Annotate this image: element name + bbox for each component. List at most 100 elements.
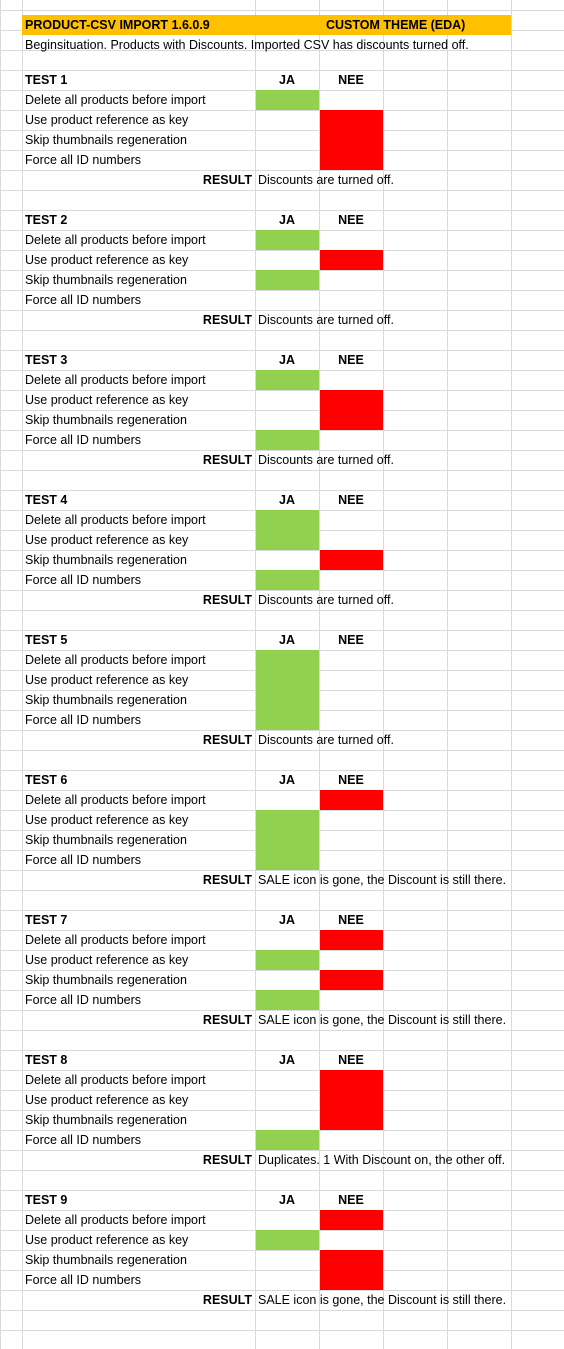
option-label[interactable]: Delete all products before import (25, 1213, 206, 1227)
column-nee-header[interactable]: NEE (338, 1193, 364, 1207)
column-ja-header[interactable]: JA (279, 73, 295, 87)
option-label[interactable]: Use product reference as key (25, 253, 189, 267)
column-nee-header[interactable]: NEE (338, 73, 364, 87)
column-nee-header[interactable]: NEE (338, 353, 364, 367)
column-nee-header[interactable]: NEE (338, 213, 364, 227)
result-value[interactable]: Duplicates. 1 With Discount on, the othe… (258, 1153, 506, 1167)
ja-marker[interactable] (256, 710, 319, 730)
option-label[interactable]: Delete all products before import (25, 1073, 206, 1087)
ja-marker[interactable] (256, 1230, 319, 1250)
result-label[interactable]: RESULT (202, 453, 252, 467)
ja-marker[interactable] (256, 530, 319, 550)
ja-marker[interactable] (256, 570, 319, 590)
test-title[interactable]: TEST 5 (25, 633, 68, 647)
option-label[interactable]: Delete all products before import (25, 933, 206, 947)
ja-marker[interactable] (256, 270, 319, 290)
option-label[interactable]: Delete all products before import (25, 653, 206, 667)
ja-marker[interactable] (256, 650, 319, 670)
option-label[interactable]: Use product reference as key (25, 813, 189, 827)
test-title[interactable]: TEST 8 (25, 1053, 68, 1067)
test-title[interactable]: TEST 9 (25, 1193, 68, 1207)
result-label[interactable]: RESULT (202, 1013, 252, 1027)
column-nee-header[interactable]: NEE (338, 773, 364, 787)
nee-marker[interactable] (320, 1070, 383, 1090)
ja-marker[interactable] (256, 690, 319, 710)
result-value[interactable]: SALE icon is gone, the Discount is still… (258, 873, 507, 887)
ja-marker[interactable] (256, 1130, 319, 1150)
nee-marker[interactable] (320, 150, 383, 170)
option-label[interactable]: Force all ID numbers (25, 573, 142, 587)
ja-marker[interactable] (256, 850, 319, 870)
option-label[interactable]: Skip thumbnails regeneration (25, 973, 187, 987)
option-label[interactable]: Use product reference as key (25, 393, 189, 407)
option-label[interactable]: Use product reference as key (25, 1093, 189, 1107)
column-nee-header[interactable]: NEE (338, 633, 364, 647)
result-label[interactable]: RESULT (202, 173, 252, 187)
test-title[interactable]: TEST 6 (25, 773, 68, 787)
column-ja-header[interactable]: JA (279, 493, 295, 507)
option-label[interactable]: Use product reference as key (25, 953, 189, 967)
column-ja-header[interactable]: JA (279, 773, 295, 787)
option-label[interactable]: Use product reference as key (25, 1233, 189, 1247)
column-ja-header[interactable]: JA (279, 353, 295, 367)
column-nee-header[interactable]: NEE (338, 1053, 364, 1067)
column-ja-header[interactable]: JA (279, 1193, 295, 1207)
result-value[interactable]: Discounts are turned off. (258, 313, 394, 327)
nee-marker[interactable] (320, 390, 383, 410)
option-label[interactable]: Delete all products before import (25, 93, 206, 107)
column-nee-header[interactable]: NEE (338, 493, 364, 507)
option-label[interactable]: Skip thumbnails regeneration (25, 413, 187, 427)
result-value[interactable]: Discounts are turned off. (258, 173, 394, 187)
nee-marker[interactable] (320, 110, 383, 130)
test-title[interactable]: TEST 2 (25, 213, 68, 227)
nee-marker[interactable] (320, 790, 383, 810)
column-ja-header[interactable]: JA (279, 633, 295, 647)
result-value[interactable]: Discounts are turned off. (258, 453, 394, 467)
nee-marker[interactable] (320, 130, 383, 150)
test-title[interactable]: TEST 3 (25, 353, 68, 367)
column-nee-header[interactable]: NEE (338, 913, 364, 927)
nee-marker[interactable] (320, 1270, 383, 1290)
result-value[interactable]: SALE icon is gone, the Discount is still… (258, 1293, 507, 1307)
sheet-title[interactable]: PRODUCT-CSV IMPORT 1.6.0.9 (25, 18, 210, 32)
option-label[interactable]: Skip thumbnails regeneration (25, 833, 187, 847)
option-label[interactable]: Skip thumbnails regeneration (25, 1113, 187, 1127)
result-label[interactable]: RESULT (202, 593, 252, 607)
nee-marker[interactable] (320, 1090, 383, 1110)
option-label[interactable]: Force all ID numbers (25, 853, 142, 867)
option-label[interactable]: Skip thumbnails regeneration (25, 553, 187, 567)
test-title[interactable]: TEST 7 (25, 913, 68, 927)
option-label[interactable]: Delete all products before import (25, 373, 206, 387)
option-label[interactable]: Skip thumbnails regeneration (25, 273, 187, 287)
option-label[interactable]: Force all ID numbers (25, 153, 142, 167)
option-label[interactable]: Force all ID numbers (25, 1133, 142, 1147)
option-label[interactable]: Use product reference as key (25, 533, 189, 547)
column-ja-header[interactable]: JA (279, 213, 295, 227)
option-label[interactable]: Force all ID numbers (25, 1273, 142, 1287)
column-ja-header[interactable]: JA (279, 1053, 295, 1067)
option-label[interactable]: Use product reference as key (25, 673, 189, 687)
nee-marker[interactable] (320, 1210, 383, 1230)
result-value[interactable]: Discounts are turned off. (258, 593, 394, 607)
theme-label[interactable]: CUSTOM THEME (EDA) (326, 18, 466, 32)
ja-marker[interactable] (256, 830, 319, 850)
ja-marker[interactable] (256, 90, 319, 110)
test-title[interactable]: TEST 4 (25, 493, 68, 507)
description-text[interactable]: Beginsituation. Products with Discounts.… (25, 38, 469, 52)
option-label[interactable]: Skip thumbnails regeneration (25, 1253, 187, 1267)
option-label[interactable]: Delete all products before import (25, 513, 206, 527)
ja-marker[interactable] (256, 430, 319, 450)
ja-marker[interactable] (256, 950, 319, 970)
ja-marker[interactable] (256, 230, 319, 250)
nee-marker[interactable] (320, 1110, 383, 1130)
ja-marker[interactable] (256, 670, 319, 690)
option-label[interactable]: Force all ID numbers (25, 713, 142, 727)
ja-marker[interactable] (256, 510, 319, 530)
result-label[interactable]: RESULT (202, 873, 252, 887)
option-label[interactable]: Force all ID numbers (25, 293, 142, 307)
column-ja-header[interactable]: JA (279, 913, 295, 927)
ja-marker[interactable] (256, 810, 319, 830)
nee-marker[interactable] (320, 250, 383, 270)
nee-marker[interactable] (320, 410, 383, 430)
option-label[interactable]: Skip thumbnails regeneration (25, 133, 187, 147)
